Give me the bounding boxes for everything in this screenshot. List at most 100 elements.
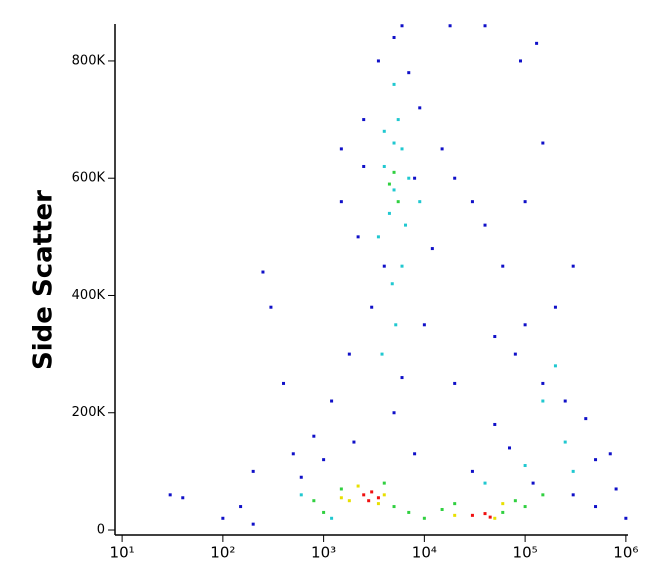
y-tick-label: 600K — [72, 171, 106, 186]
point — [594, 458, 598, 462]
point — [493, 422, 497, 426]
point — [312, 434, 316, 438]
point — [396, 118, 400, 122]
point — [382, 264, 386, 268]
point — [453, 513, 457, 517]
point — [347, 352, 351, 356]
point — [488, 515, 492, 519]
x-tick-label: 10³ — [311, 544, 336, 562]
point — [352, 440, 356, 444]
point — [418, 106, 422, 110]
point — [519, 59, 523, 63]
x-tick-label: 10⁵ — [513, 544, 538, 562]
point — [493, 516, 497, 520]
point — [370, 490, 374, 494]
point — [322, 458, 326, 462]
point — [392, 411, 396, 415]
point — [404, 223, 408, 227]
point — [493, 335, 497, 339]
point — [269, 305, 273, 309]
point — [400, 376, 404, 380]
point — [299, 493, 303, 497]
point — [413, 176, 417, 180]
point — [563, 399, 567, 403]
point — [370, 305, 374, 309]
point — [422, 516, 426, 520]
point — [392, 188, 396, 192]
point — [453, 502, 457, 506]
point — [299, 475, 303, 479]
point — [508, 446, 512, 450]
y-tick-label: 0 — [97, 523, 105, 538]
point — [624, 516, 628, 520]
point — [380, 352, 384, 356]
point — [356, 235, 360, 239]
point — [453, 176, 457, 180]
point — [470, 469, 474, 473]
point — [376, 235, 380, 239]
point — [387, 182, 391, 186]
point — [367, 499, 371, 503]
point — [513, 352, 517, 356]
point — [376, 502, 380, 506]
point — [584, 417, 588, 421]
y-tick-label: 200K — [72, 405, 106, 420]
point — [523, 200, 527, 204]
point — [553, 305, 557, 309]
point — [407, 510, 411, 514]
point — [501, 502, 505, 506]
point — [339, 147, 343, 151]
point — [347, 499, 351, 503]
point — [339, 496, 343, 500]
y-axis-label: Side Scatter — [29, 190, 59, 370]
point — [430, 247, 434, 251]
point — [382, 481, 386, 485]
point — [501, 264, 505, 268]
point — [614, 487, 618, 491]
point — [523, 464, 527, 468]
point — [531, 481, 535, 485]
point — [571, 493, 575, 497]
point — [394, 323, 398, 327]
point — [322, 510, 326, 514]
point — [448, 24, 452, 28]
point — [541, 493, 545, 497]
point — [553, 364, 557, 368]
point — [392, 82, 396, 86]
point — [168, 493, 172, 497]
point — [422, 323, 426, 327]
point — [440, 147, 444, 151]
point — [407, 71, 411, 75]
point — [251, 469, 255, 473]
point — [594, 505, 598, 509]
point — [330, 399, 334, 403]
point — [418, 200, 422, 204]
point — [392, 170, 396, 174]
point — [376, 59, 380, 63]
point — [407, 176, 411, 180]
x-tick-label: 10² — [210, 544, 235, 562]
y-tick-label: 800K — [72, 53, 106, 68]
point — [608, 452, 612, 456]
point — [513, 499, 517, 503]
point — [396, 200, 400, 204]
point — [362, 118, 366, 122]
point — [181, 496, 185, 500]
point — [392, 505, 396, 509]
point — [239, 505, 243, 509]
point — [541, 141, 545, 145]
point — [571, 264, 575, 268]
point — [400, 147, 404, 151]
point — [400, 24, 404, 28]
point — [330, 516, 334, 520]
point — [470, 513, 474, 517]
point — [413, 452, 417, 456]
point — [523, 323, 527, 327]
point — [261, 270, 265, 274]
point — [382, 493, 386, 497]
y-tick-label: 400K — [72, 288, 106, 303]
point — [339, 487, 343, 491]
point — [282, 381, 286, 385]
x-tick-label: 10⁶ — [613, 544, 638, 562]
